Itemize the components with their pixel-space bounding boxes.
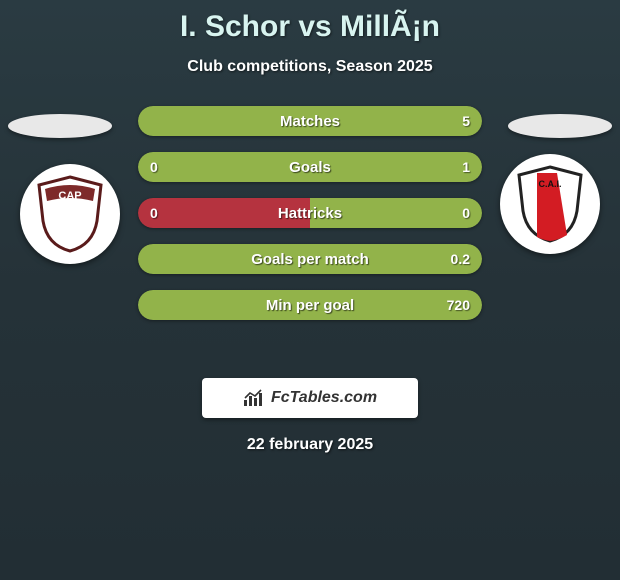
brand-badge: FcTables.com [202, 378, 418, 418]
stat-label: Min per goal [266, 297, 354, 314]
shield-icon: C.A.I. [515, 165, 585, 243]
stat-row: 0 1 Goals [138, 152, 482, 182]
stat-row: 720 Min per goal [138, 290, 482, 320]
stat-label: Goals per match [251, 251, 369, 268]
ellipse-right [508, 114, 612, 138]
stat-rows: 5 Matches 0 1 Goals 0 0 Hattricks 0.2 Goals per m… [138, 106, 482, 336]
stat-value-left: 0 [150, 198, 158, 228]
stat-row: 0.2 Goals per match [138, 244, 482, 274]
stat-label: Matches [280, 113, 340, 130]
stat-value-right: 5 [462, 106, 470, 136]
stat-value-right: 720 [447, 290, 470, 320]
comparison-arena: CAP C.A.I. 5 Matches 0 1 Goals 0 0 Hattricks 0.2… [0, 106, 620, 356]
footer-date: 22 february 2025 [0, 436, 620, 454]
club-logo-left: CAP [20, 164, 120, 264]
club-right-label: C.A.I. [538, 179, 561, 189]
stat-row: 5 Matches [138, 106, 482, 136]
chart-icon [243, 389, 265, 407]
stat-row: 0 0 Hattricks [138, 198, 482, 228]
page-subtitle: Club competitions, Season 2025 [0, 58, 620, 76]
brand-text: FcTables.com [271, 389, 377, 407]
club-logo-right: C.A.I. [500, 154, 600, 254]
stat-label: Hattricks [278, 205, 342, 222]
stat-value-right: 0.2 [451, 244, 470, 274]
stat-value-left: 0 [150, 152, 158, 182]
stat-value-right: 0 [462, 198, 470, 228]
stat-label: Goals [289, 159, 331, 176]
stat-value-right: 1 [462, 152, 470, 182]
page-title: I. Schor vs MillÃ¡n [0, 0, 620, 44]
shield-icon: CAP [35, 175, 105, 253]
club-left-label: CAP [58, 190, 81, 202]
ellipse-left [8, 114, 112, 138]
